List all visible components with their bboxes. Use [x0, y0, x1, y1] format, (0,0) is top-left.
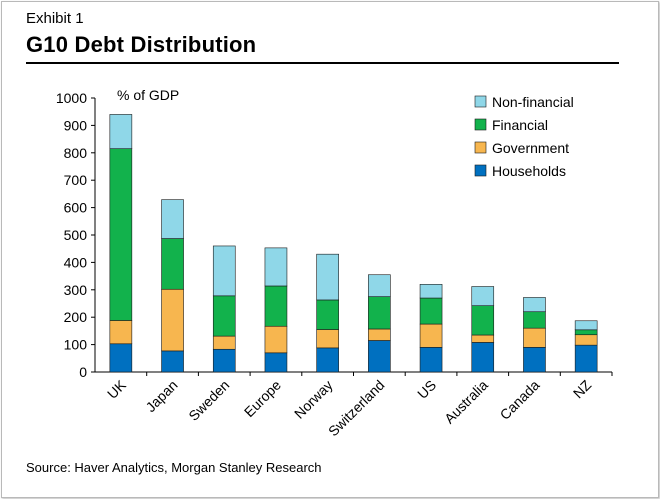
bar-norway-non-financial [316, 253, 339, 301]
bar-sweden-financial [212, 295, 236, 337]
y-tick-label-900: 900 [64, 117, 88, 133]
bar-europe-financial [264, 285, 288, 327]
bar-canada-non-financial [523, 297, 546, 313]
title-rule [26, 62, 619, 64]
bar-nz-households [574, 344, 598, 373]
bar-uk-non-financial [109, 114, 133, 149]
bar-switzerland-financial [368, 296, 391, 330]
bar-us-financial [419, 297, 443, 325]
bar-us-non-financial [419, 284, 443, 299]
bar-australia-households [471, 342, 495, 373]
y-tick-label-0: 0 [79, 364, 87, 380]
legend-swatch-households [474, 164, 487, 177]
bar-europe-households [264, 352, 288, 373]
bar-us-households [419, 347, 443, 373]
source-note: Source: Haver Analytics, Morgan Stanley … [26, 460, 322, 475]
legend-label-non-financial: Non-financial [492, 94, 574, 110]
x-tick-label-norway: Norway [291, 377, 336, 422]
bar-sweden-households [212, 348, 236, 373]
legend-swatch-financial [474, 118, 487, 131]
bar-nz-financial [574, 329, 598, 336]
x-tick-label-switzerland: Switzerland [325, 377, 387, 439]
y-tick-label-100: 100 [64, 337, 88, 353]
bar-australia-financial [471, 305, 495, 336]
bar-switzerland-non-financial [368, 274, 391, 297]
bar-canada-government [523, 327, 546, 348]
legend-swatch-non-financial [474, 95, 487, 108]
x-tick-label-australia: Australia [441, 377, 491, 427]
exhibit-label: Exhibit 1 [26, 10, 84, 27]
bar-norway-financial [316, 299, 339, 330]
bar-canada-financial [523, 311, 546, 329]
y-tick-label-200: 200 [64, 309, 88, 325]
bar-switzerland-households [368, 340, 391, 373]
x-tick-label-uk: UK [104, 376, 130, 402]
y-tick-label-300: 300 [64, 282, 88, 298]
bar-australia-government [471, 334, 495, 343]
x-tick-label-canada: Canada [497, 377, 543, 423]
bar-sweden-non-financial [212, 245, 236, 297]
x-tick-label-nz: NZ [570, 376, 595, 401]
bar-sweden-government [212, 335, 236, 350]
bar-japan-non-financial [161, 199, 184, 239]
bar-japan-households [161, 350, 184, 373]
x-tick-label-us: US [414, 377, 439, 402]
bar-uk-government [109, 320, 133, 345]
bar-japan-financial [161, 238, 184, 290]
legend-label-households: Households [492, 163, 566, 179]
bar-australia-non-financial [471, 286, 495, 306]
x-tick-label-sweden: Sweden [185, 377, 232, 424]
y-tick-label-800: 800 [64, 145, 88, 161]
x-tick-label-europe: Europe [241, 377, 284, 420]
bar-japan-government [161, 288, 184, 352]
bar-switzerland-government [368, 328, 391, 341]
bar-nz-government [574, 334, 598, 346]
legend-label-government: Government [492, 140, 569, 156]
bar-canada-households [523, 347, 546, 373]
bar-norway-government [316, 329, 339, 349]
y-tick-label-400: 400 [64, 254, 88, 270]
bar-uk-financial [109, 148, 133, 321]
legend-swatch-government [474, 141, 487, 154]
bar-europe-government [264, 325, 288, 354]
chart-title: G10 Debt Distribution [26, 32, 257, 57]
legend-label-financial: Financial [492, 117, 548, 133]
bar-uk-households [109, 343, 133, 373]
y-tick-label-600: 600 [64, 200, 88, 216]
bar-us-government [419, 323, 443, 348]
bar-norway-households [316, 347, 339, 373]
bar-europe-non-financial [264, 247, 288, 287]
y-tick-label-700: 700 [64, 172, 88, 188]
bar-nz-non-financial [574, 320, 598, 331]
y-axis-label: % of GDP [117, 87, 179, 103]
y-tick-label-1000: 1000 [56, 90, 87, 106]
y-tick-label-500: 500 [64, 227, 88, 243]
x-tick-label-japan: Japan [142, 377, 180, 415]
